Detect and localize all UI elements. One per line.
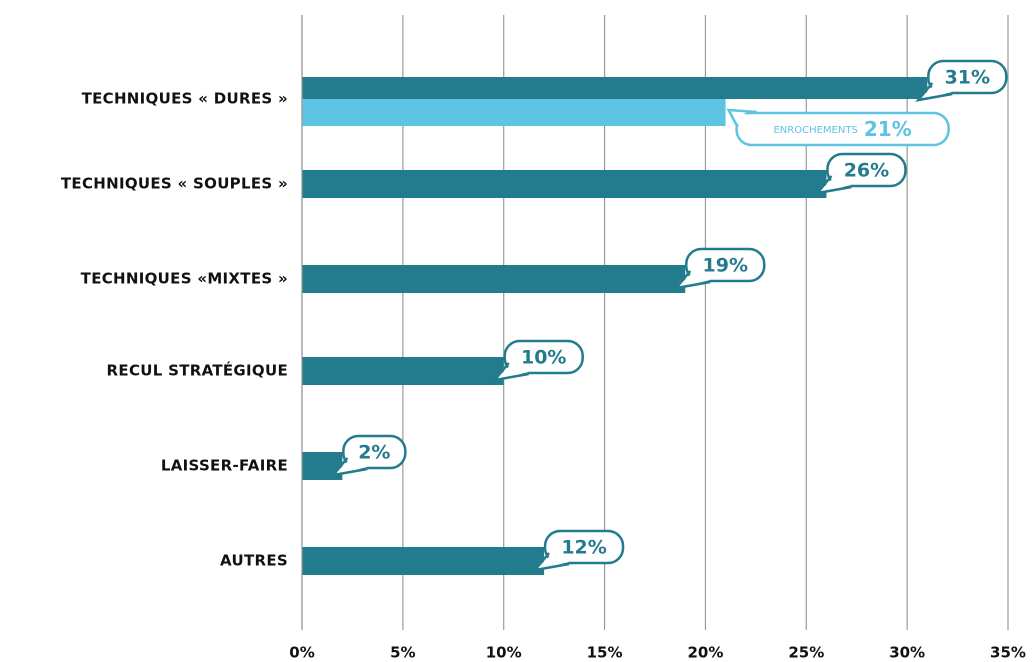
callout-box bbox=[927, 59, 1008, 95]
callout-tail bbox=[673, 270, 711, 290]
series-name: ENROCHEMENTS bbox=[773, 125, 857, 136]
bar bbox=[302, 170, 827, 198]
x-tick-label: 35% bbox=[990, 644, 1026, 662]
callout-tail bbox=[494, 365, 529, 380]
data-label: 19% bbox=[703, 255, 748, 277]
bar bbox=[302, 547, 545, 575]
data-label: ENROCHEMENTS 21% bbox=[773, 117, 911, 141]
category-label: TECHNIQUES « DURES » bbox=[82, 90, 288, 108]
callout-tail bbox=[333, 460, 368, 475]
callout-box bbox=[342, 434, 407, 470]
data-label: 10% bbox=[521, 347, 566, 369]
data-label: 31% bbox=[945, 67, 990, 89]
value-label: 21% bbox=[864, 117, 912, 141]
x-tick-label: 0% bbox=[289, 644, 314, 662]
callout-tail bbox=[330, 457, 368, 477]
x-tick-label: 20% bbox=[687, 644, 723, 662]
category-label: LAISSER-FAIRE bbox=[161, 457, 288, 475]
data-label: 12% bbox=[561, 537, 606, 559]
callout-tail bbox=[728, 113, 757, 125]
category-label: TECHNIQUES « SOUPLES » bbox=[61, 175, 288, 193]
bar bbox=[302, 99, 726, 126]
callout-tail bbox=[491, 362, 529, 382]
callout-tail bbox=[817, 178, 852, 193]
category-label: TECHNIQUES «MIXTES » bbox=[81, 270, 288, 288]
x-tick-label: 10% bbox=[486, 644, 522, 662]
data-label: 2% bbox=[358, 442, 390, 464]
callout-box bbox=[826, 152, 907, 188]
callout-tail bbox=[918, 85, 953, 100]
x-tick-label: 30% bbox=[889, 644, 925, 662]
data-label: 26% bbox=[844, 160, 889, 182]
callout-tail bbox=[814, 175, 852, 195]
callout-box bbox=[685, 247, 766, 283]
callout-tail bbox=[915, 82, 953, 102]
callout-tail bbox=[535, 555, 570, 570]
bar bbox=[302, 265, 686, 293]
callout-box bbox=[503, 339, 584, 375]
callout-box bbox=[543, 529, 625, 565]
callout-tail bbox=[676, 273, 711, 288]
bar bbox=[302, 452, 343, 480]
x-tick-label: 5% bbox=[390, 644, 415, 662]
category-label: AUTRES bbox=[220, 552, 288, 570]
callout-box bbox=[735, 111, 950, 147]
category-label: RECUL STRATÉGIQUE bbox=[107, 361, 288, 380]
bar bbox=[302, 77, 928, 99]
callout-tail bbox=[726, 108, 757, 128]
callout-tail bbox=[531, 552, 570, 572]
x-tick-label: 15% bbox=[587, 644, 623, 662]
bar bbox=[302, 357, 504, 385]
x-tick-label: 25% bbox=[788, 644, 824, 662]
